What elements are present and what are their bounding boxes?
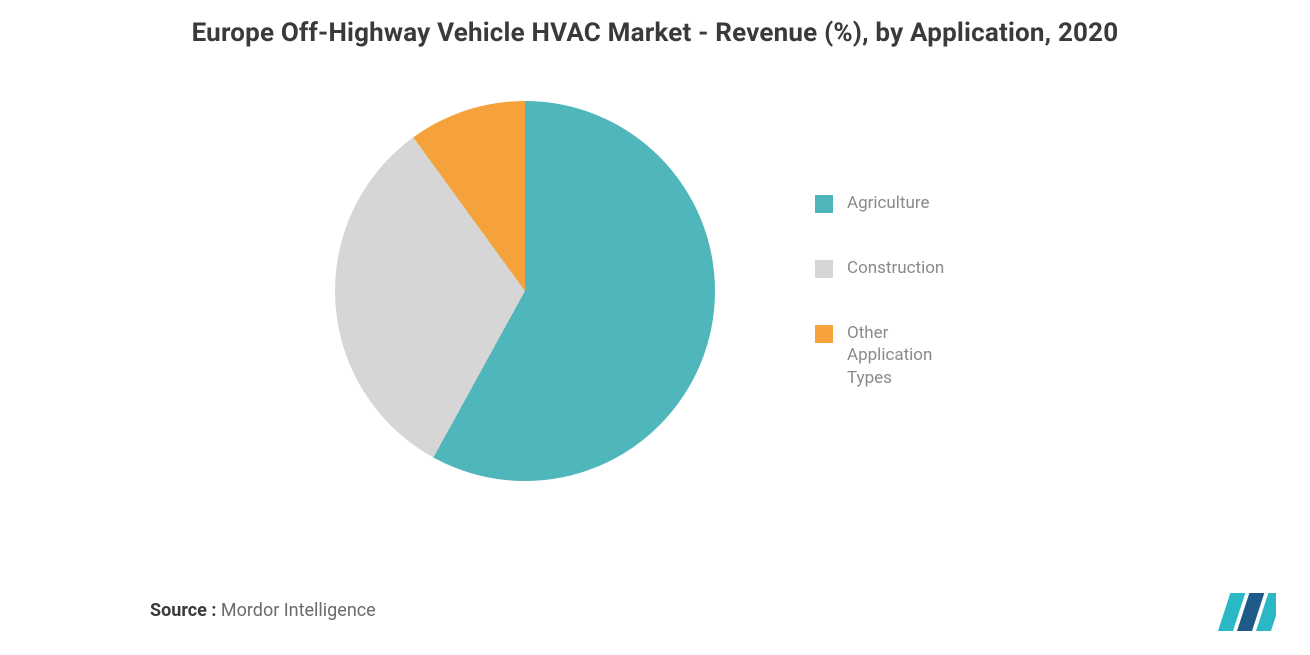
legend-item: Construction bbox=[815, 257, 975, 280]
legend-item: Agriculture bbox=[815, 192, 975, 215]
source-label: Source : bbox=[150, 600, 216, 621]
chart-title: Europe Off-Highway Vehicle HVAC Market -… bbox=[60, 18, 1250, 48]
source-value: Mordor Intelligence bbox=[221, 600, 376, 621]
legend-item: Other Application Types bbox=[815, 322, 975, 391]
pie-slices bbox=[335, 101, 715, 481]
legend-label: Other Application Types bbox=[847, 322, 975, 391]
legend-swatch bbox=[815, 325, 833, 343]
chart-area: Agriculture Construction Other Application… bbox=[60, 76, 1250, 506]
mordor-logo-icon bbox=[1218, 591, 1276, 633]
legend: Agriculture Construction Other Application… bbox=[815, 192, 975, 391]
legend-label: Construction bbox=[847, 257, 944, 280]
source-attribution: Source : Mordor Intelligence bbox=[150, 600, 376, 621]
legend-label: Agriculture bbox=[847, 192, 930, 215]
pie-chart bbox=[335, 101, 715, 481]
chart-container: Europe Off-Highway Vehicle HVAC Market -… bbox=[0, 0, 1310, 655]
legend-swatch bbox=[815, 195, 833, 213]
legend-swatch bbox=[815, 260, 833, 278]
